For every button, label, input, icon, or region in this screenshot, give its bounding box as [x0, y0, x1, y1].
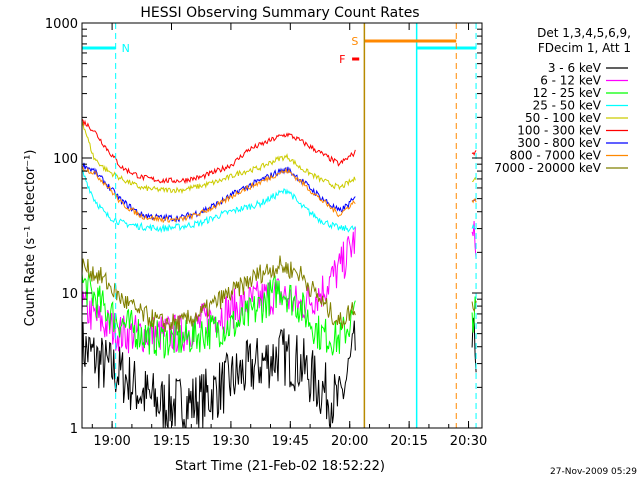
series-line-tail-1 — [471, 220, 477, 259]
series-line-tail-8 — [471, 300, 477, 312]
marker-layer: N SF — [82, 23, 477, 428]
plot-frame — [81, 22, 483, 429]
y-axis-label: Count Rate (s⁻¹ detector⁻¹) — [23, 150, 38, 327]
legend-label-4: 50 - 100 keV — [525, 111, 602, 125]
saa-label: S — [351, 35, 358, 48]
series-line-tail-2 — [471, 296, 477, 333]
series-line-3 — [81, 169, 356, 234]
series-line-tail-4 — [472, 176, 477, 182]
footer-date: 27-Nov-2009 05:29 — [550, 467, 637, 477]
x-tick-label-0: 19:00 — [93, 434, 130, 449]
legend-label-0: 3 - 6 keV — [548, 61, 602, 75]
series-line-4 — [81, 121, 356, 195]
series-line-2 — [81, 272, 356, 359]
series-line-7 — [81, 165, 356, 224]
x-tick-label-5: 20:15 — [390, 434, 427, 449]
y-tick-label-0: 1 — [70, 422, 78, 437]
legend-label-2: 12 - 25 keV — [533, 86, 602, 100]
x-tick-label-1: 19:15 — [153, 434, 190, 449]
legend-label-7: 800 - 7000 keV — [510, 149, 602, 163]
legend-header-line-2: FDecim 1, Att 1 — [538, 41, 631, 55]
series-line-tail-3 — [471, 224, 477, 230]
series-line-0 — [81, 320, 356, 429]
series-line-tail-7 — [471, 198, 477, 204]
series-line-tail-5 — [471, 150, 477, 156]
legend-label-3: 25 - 50 keV — [533, 99, 602, 113]
chart-title: HESSI Observing Summary Count Rates — [140, 5, 419, 21]
x-tick-label-4: 20:00 — [331, 434, 368, 449]
legend-header-line-1: Det 1,3,4,5,6,9, — [537, 26, 631, 40]
y-tick-label-1: 10 — [61, 287, 78, 302]
series-line-8 — [81, 255, 356, 333]
flare-label: F — [339, 53, 345, 66]
legend-label-8: 7000 - 20000 keV — [494, 161, 601, 175]
x-tick-label-2: 19:30 — [212, 434, 249, 449]
x-axis-label: Start Time (21-Feb-02 18:52:22) — [175, 459, 385, 474]
series-line-1 — [81, 226, 356, 354]
night-label: N — [122, 42, 130, 55]
y-tick-label-3: 1000 — [45, 17, 78, 32]
legend-label-6: 300 - 800 keV — [517, 136, 601, 150]
x-tick-label-3: 19:45 — [272, 434, 309, 449]
series-layer — [81, 118, 477, 429]
series-line-5 — [81, 118, 356, 185]
legend-label-5: 100 - 300 keV — [517, 124, 601, 138]
y-tick-label-2: 100 — [53, 152, 78, 167]
y-axis-ticks: 1 10 100 1000 — [45, 17, 482, 437]
x-tick-label-6: 20:30 — [450, 434, 487, 449]
x-axis-ticks: 19:00 19:15 19:30 19:45 20:00 20:15 20:30 — [91, 23, 487, 449]
legend-label-1: 6 - 12 keV — [540, 74, 602, 88]
